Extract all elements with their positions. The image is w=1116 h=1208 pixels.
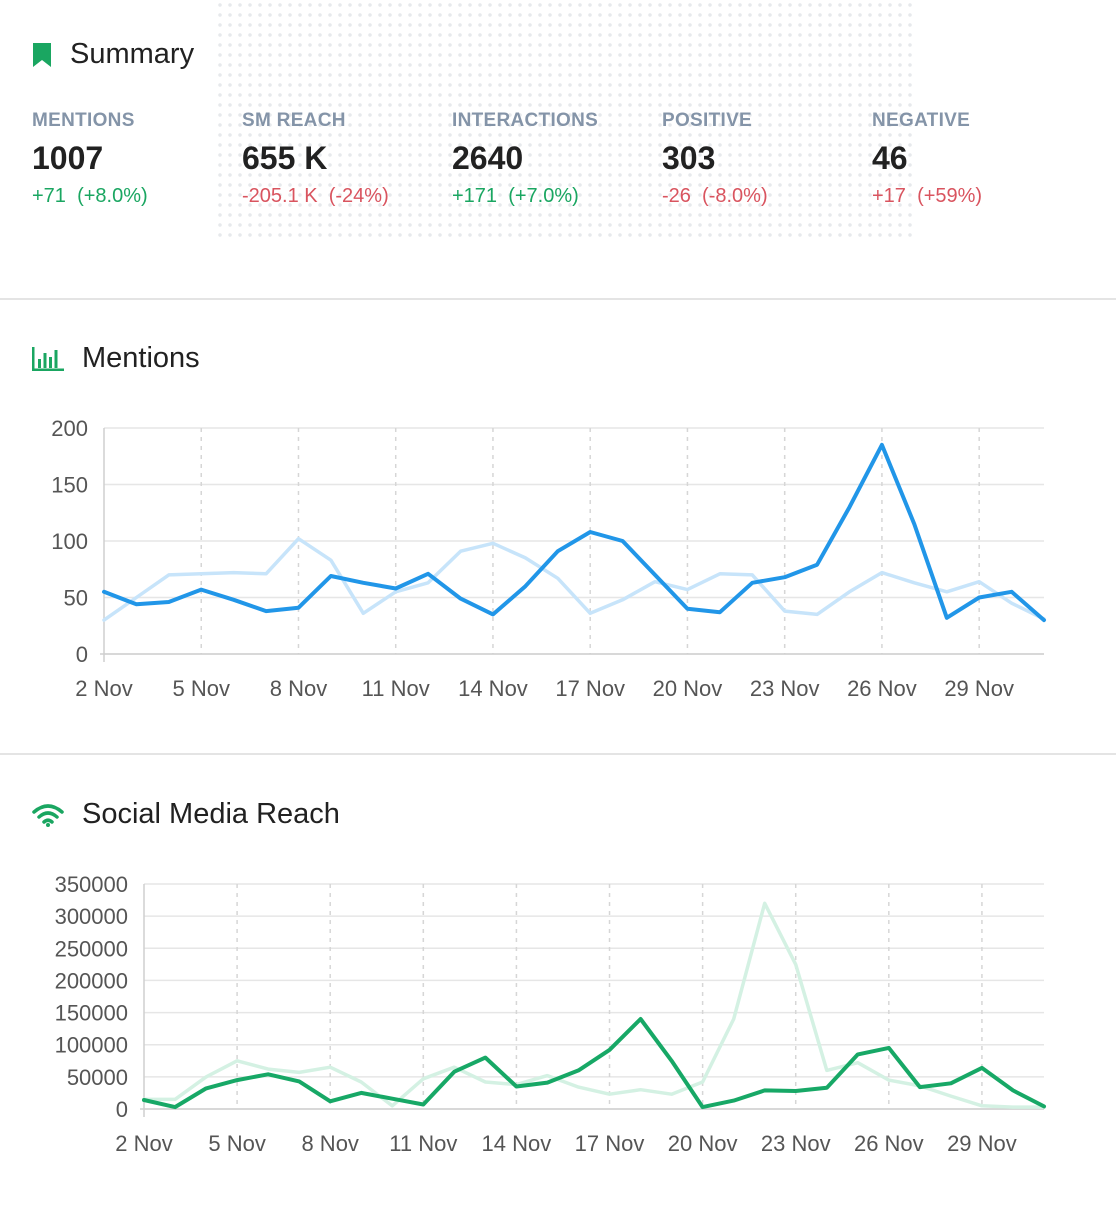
stat-delta-abs: -205.1 K <box>242 185 318 207</box>
x-tick-label: 8 Nov <box>301 1131 358 1156</box>
x-tick-label: 23 Nov <box>761 1131 831 1156</box>
stat-value: 655 K <box>242 140 328 176</box>
y-tick-label: 150 <box>51 473 88 498</box>
y-tick-label: 100 <box>51 529 88 554</box>
x-tick-label: 2 Nov <box>115 1131 172 1156</box>
stat-value: 303 <box>662 140 716 176</box>
y-tick-label: 50000 <box>67 1065 128 1090</box>
section-divider <box>0 298 1116 300</box>
y-tick-label: 100000 <box>55 1033 128 1058</box>
y-tick-label: 0 <box>116 1097 128 1122</box>
x-tick-label: 5 Nov <box>208 1131 265 1156</box>
x-tick-label: 11 Nov <box>362 676 430 701</box>
reach-header: Social Media Reach <box>32 798 340 831</box>
x-tick-label: 20 Nov <box>668 1131 738 1156</box>
x-tick-label: 26 Nov <box>847 676 917 701</box>
series-line-previous <box>102 536 1046 622</box>
x-tick-label: 23 Nov <box>750 676 820 701</box>
summary-header: Summary <box>32 38 194 71</box>
y-tick-label: 50 <box>64 586 88 611</box>
y-tick-label: 350000 <box>55 872 128 897</box>
reach-title: Social Media Reach <box>82 798 340 830</box>
mentions-title: Mentions <box>82 342 200 374</box>
stat-interactions: INTERACTIONS 2640 +171 (+7.0%) <box>452 110 652 208</box>
stat-delta-pct: (-8.0%) <box>702 185 768 207</box>
stat-delta-abs: -26 <box>662 185 691 207</box>
stat-label: POSITIVE <box>662 110 753 131</box>
stat-positive: POSITIVE 303 -26 (-8.0%) <box>662 110 862 208</box>
x-tick-label: 2 Nov <box>75 676 132 701</box>
stat-value: 1007 <box>32 140 104 176</box>
y-tick-label: 0 <box>76 642 88 667</box>
x-tick-label: 29 Nov <box>944 676 1014 701</box>
summary-stats: MENTIONS 1007 +71 (+8.0%) SM REACH 655 K… <box>32 110 1092 220</box>
y-tick-label: 200 <box>51 416 88 441</box>
stat-label: NEGATIVE <box>872 110 971 131</box>
bar-chart-icon <box>32 346 64 371</box>
stat-sm-reach: SM REACH 655 K -205.1 K (-24%) <box>242 110 442 208</box>
x-tick-label: 14 Nov <box>458 676 528 701</box>
stat-value: 46 <box>872 140 908 176</box>
stat-delta-abs: +171 <box>452 185 498 207</box>
series-line-current <box>142 1017 1046 1110</box>
stat-delta-abs: +17 <box>872 185 906 207</box>
x-tick-label: 29 Nov <box>947 1131 1017 1156</box>
x-tick-label: 14 Nov <box>482 1131 552 1156</box>
world-map-dots-decoration <box>215 0 915 240</box>
series-line-current <box>102 442 1046 623</box>
mentions-header: Mentions <box>32 342 200 375</box>
stat-delta: +171 (+7.0%) <box>452 185 652 208</box>
x-tick-label: 17 Nov <box>555 676 625 701</box>
reach-chart: 0 50000 100000 150000 200000 250000 300000 3500… <box>55 872 1046 1156</box>
stat-delta-pct: (+8.0%) <box>77 185 148 207</box>
stat-delta-pct: (+59%) <box>917 185 983 207</box>
stat-delta: -205.1 K (-24%) <box>242 185 442 208</box>
section-divider <box>0 753 1116 755</box>
series-line-previous <box>142 901 1046 1109</box>
y-tick-label: 200000 <box>55 968 128 993</box>
stat-label: INTERACTIONS <box>452 110 599 131</box>
stat-label: MENTIONS <box>32 110 135 131</box>
stat-label: SM REACH <box>242 110 346 131</box>
mentions-chart: 0 50 100 150 200 2 Nov 5 Nov 8 Nov 11 Nov 14 Nov 1… <box>51 416 1046 701</box>
y-tick-label: 250000 <box>55 936 128 961</box>
stat-value: 2640 <box>452 140 524 176</box>
x-tick-label: 17 Nov <box>575 1131 645 1156</box>
stat-delta: -26 (-8.0%) <box>662 185 862 208</box>
stat-mentions: MENTIONS 1007 +71 (+8.0%) <box>32 110 232 208</box>
stat-delta-pct: (-24%) <box>328 185 389 207</box>
x-tick-label: 26 Nov <box>854 1131 924 1156</box>
x-tick-label: 8 Nov <box>270 676 327 701</box>
x-tick-label: 20 Nov <box>653 676 723 701</box>
stat-delta: +71 (+8.0%) <box>32 185 232 208</box>
summary-title: Summary <box>70 38 195 70</box>
y-tick-label: 150000 <box>55 1001 128 1026</box>
x-tick-label: 5 Nov <box>172 676 229 701</box>
y-tick-label: 300000 <box>55 904 128 929</box>
stat-delta: +17 (+59%) <box>872 185 1072 208</box>
wifi-icon <box>32 803 64 827</box>
stat-negative: NEGATIVE 46 +17 (+59%) <box>872 110 1072 208</box>
stat-delta-pct: (+7.0%) <box>508 185 579 207</box>
stat-delta-abs: +71 <box>32 185 66 207</box>
bookmark-icon <box>33 42 51 67</box>
x-tick-label: 11 Nov <box>389 1131 457 1156</box>
